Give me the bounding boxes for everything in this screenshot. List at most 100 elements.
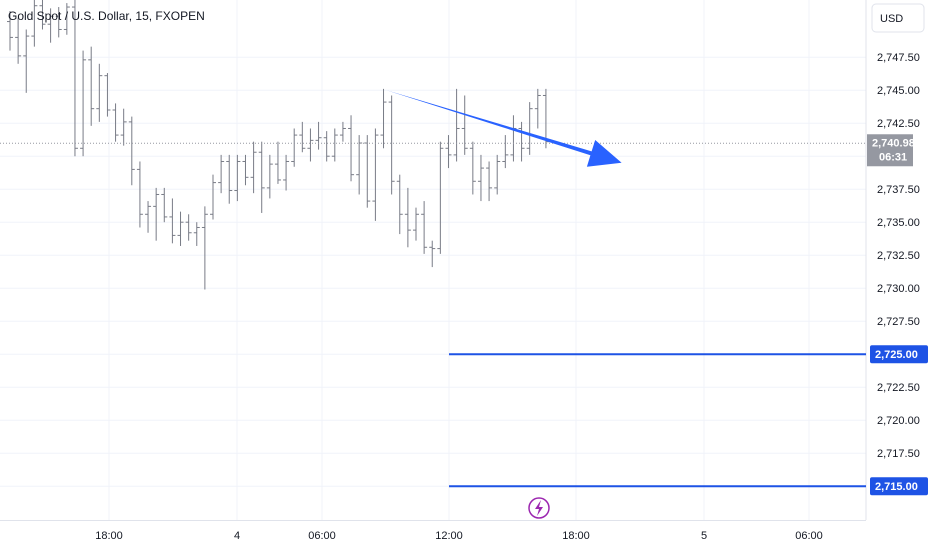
- ohlc-bar: [250, 141, 257, 194]
- ohlc-bar: [380, 88, 387, 149]
- ohlc-bar: [396, 174, 403, 235]
- currency-button-frame[interactable]: [871, 3, 925, 33]
- ohlc-bar: [55, 7, 62, 38]
- ohlc-bar: [169, 198, 176, 244]
- ohlc-bar: [348, 115, 355, 182]
- ohlc-bar: [356, 135, 363, 195]
- currency-label: USD: [880, 13, 903, 25]
- ohlc-bars: [7, 0, 549, 290]
- ohlc-bar: [112, 103, 119, 142]
- x-tick-label: 18:00: [95, 530, 123, 542]
- ohlc-bar: [193, 222, 200, 246]
- ohlc-bar: [120, 108, 127, 146]
- ohlc-bar: [526, 102, 533, 155]
- ohlc-bar: [201, 206, 208, 290]
- ohlc-bar: [453, 88, 460, 162]
- ohlc-bar: [461, 95, 468, 155]
- ohlc-bar: [274, 141, 281, 184]
- level-label: 2,715.00: [875, 481, 918, 493]
- last-price-badge: 2,740.98 06:31: [867, 134, 915, 167]
- ohlc-bar: [429, 240, 436, 268]
- y-tick-label: 2,717.50: [877, 448, 920, 460]
- x-tick-label: 06:00: [308, 530, 336, 542]
- y-tick-label: 2,737.50: [877, 184, 920, 196]
- ohlc-bar: [31, 0, 38, 47]
- ohlc-bar: [210, 174, 216, 220]
- ohlc-bar: [218, 154, 225, 194]
- ohlc-bar: [502, 135, 509, 169]
- ohlc-bar: [404, 187, 411, 248]
- y-tick-label: 2,727.50: [877, 316, 920, 328]
- ohlc-bar: [445, 135, 452, 169]
- ohlc-bar: [388, 95, 395, 195]
- ohlc-bar: [88, 46, 95, 126]
- ohlc-bar: [307, 128, 314, 162]
- ohlc-bar: [477, 154, 484, 202]
- ohlc-bar: [39, 0, 46, 30]
- y-tick-label: 2,745.00: [877, 85, 920, 97]
- ohlc-bar: [339, 121, 346, 142]
- y-tick-label: 2,730.00: [877, 283, 920, 295]
- ohlc-bar: [128, 116, 135, 186]
- ohlc-bar: [258, 141, 265, 213]
- ohlc-bar: [421, 201, 428, 254]
- ohlc-bar: [104, 73, 111, 117]
- ohlc-bar: [534, 88, 541, 129]
- level-label: 2,725.00: [875, 349, 918, 361]
- ohlc-bar: [494, 154, 501, 195]
- y-tick-label: 2,722.50: [877, 382, 920, 394]
- price-axis[interactable]: 2,747.50 2,745.00 2,742.50 2,737.50 2,735.00…: [877, 52, 920, 460]
- ohlc-bar: [518, 121, 525, 162]
- ohlc-bar: [96, 63, 103, 122]
- x-tick-label: 4: [234, 530, 240, 542]
- x-tick-label: 06:00: [795, 530, 823, 542]
- ohlc-bar: [136, 161, 143, 228]
- ohlc-bar: [71, 0, 78, 157]
- level-badge: [870, 345, 928, 364]
- ohlc-bar: [15, 17, 22, 64]
- ohlc-bar: [315, 121, 322, 150]
- horizontal-levels[interactable]: 2,725.00 2,715.00: [449, 345, 928, 496]
- chart-title: Gold Spot / U.S. Dollar, 15, FXOPEN: [8, 9, 205, 23]
- ohlc-bar: [510, 115, 517, 162]
- ohlc-bar: [177, 211, 184, 246]
- lightning-icon[interactable]: [528, 497, 550, 519]
- ohlc-bar: [469, 141, 476, 195]
- ohlc-bar: [234, 154, 241, 202]
- ohlc-bar: [323, 131, 330, 162]
- ohlc-bar: [153, 187, 160, 241]
- ohlc-bar: [437, 141, 444, 254]
- down-arrow-drawing[interactable]: [386, 90, 622, 167]
- ohlc-bar: [291, 128, 298, 167]
- ohlc-bar: [63, 3, 70, 35]
- last-price-badge-bg: [867, 134, 913, 167]
- ohlc-bar: [242, 154, 249, 186]
- x-tick-label: 5: [701, 530, 707, 542]
- arrow-shape[interactable]: [386, 90, 622, 167]
- ohlc-bar: [47, 8, 54, 43]
- ohlc-bar: [226, 154, 233, 204]
- y-tick-label: 2,735.00: [877, 217, 920, 229]
- x-tick-label: 18:00: [562, 530, 590, 542]
- time-axis[interactable]: 18:00 4 06:00 12:00 18:00 5 06:00: [95, 530, 823, 542]
- countdown-timer: 06:31: [879, 151, 907, 163]
- ohlc-bar: [486, 161, 493, 202]
- y-tick-label: 2,742.50: [877, 118, 920, 130]
- ohlc-bar: [331, 128, 338, 162]
- ohlc-bar: [372, 128, 379, 221]
- ohlc-bar: [80, 50, 87, 157]
- ohlc-bar: [364, 135, 371, 208]
- x-tick-label: 12:00: [435, 530, 463, 542]
- y-tick-label: 2,720.00: [877, 415, 920, 427]
- ohlc-bar: [299, 121, 306, 153]
- ohlc-bar: [7, 11, 13, 51]
- y-tick-label: 2,747.50: [877, 52, 920, 64]
- ohlc-bar: [145, 201, 152, 233]
- ohlc-bar: [185, 214, 192, 241]
- y-tick-label: 2,732.50: [877, 250, 920, 262]
- ohlc-bar: [161, 187, 168, 223]
- level-badge: [870, 477, 928, 496]
- chart-grid: [0, 0, 866, 520]
- ohlc-bar: [23, 29, 30, 93]
